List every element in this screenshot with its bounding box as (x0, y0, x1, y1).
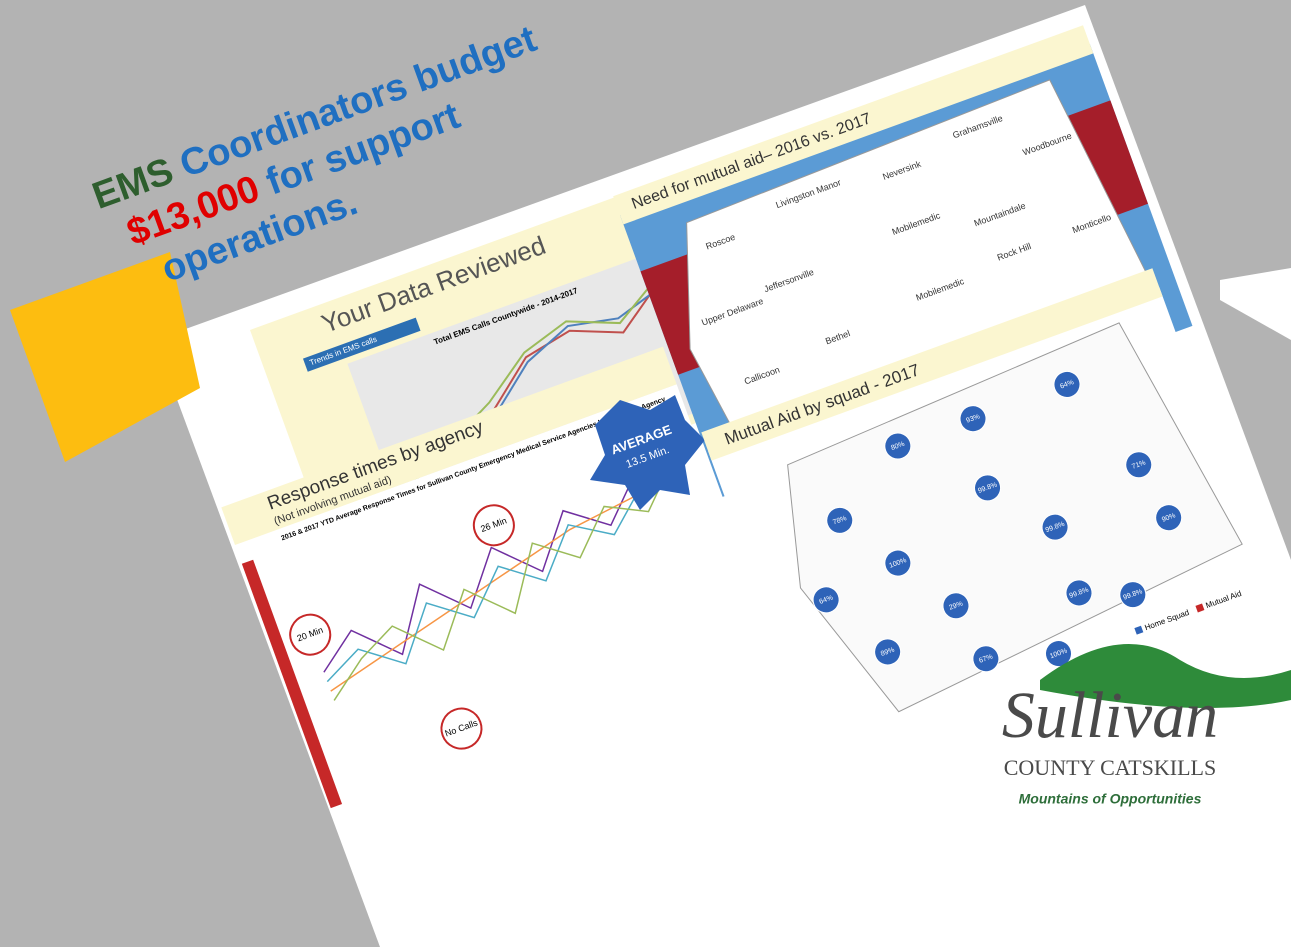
page: Your Data Reviewed Trends in EMS calls T… (0, 0, 1291, 947)
logo-tagline: Mountains of Opportunities (1019, 791, 1202, 807)
logo-county: COUNTY CATSKILLS (1004, 755, 1216, 780)
canvas: Your Data Reviewed Trends in EMS calls T… (0, 0, 1291, 947)
logo-name: Sullivan (1002, 679, 1218, 752)
